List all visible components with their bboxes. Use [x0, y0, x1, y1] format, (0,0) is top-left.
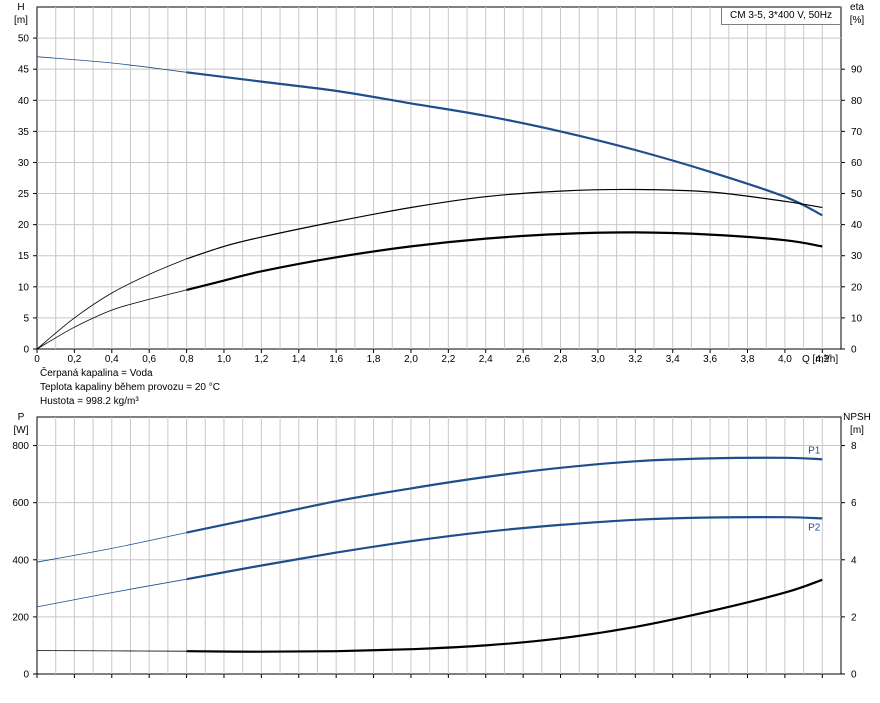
x-tick-label: 0,8 [180, 354, 194, 365]
y-tick-label: 20 [18, 220, 30, 231]
note-liquid: Čerpaná kapalina = Voda [40, 368, 153, 379]
y2-tick-label: 70 [851, 127, 863, 138]
plot-frame [36, 416, 842, 675]
series-line [186, 71, 823, 217]
y-tick-label: 45 [18, 65, 30, 76]
y-tick-label: 40 [18, 96, 30, 107]
y-axis-label: P [18, 412, 25, 423]
series-npsh [36, 578, 823, 653]
y2-tick-label: 6 [851, 498, 857, 509]
y2-tick-label: 4 [851, 555, 857, 566]
y-tick-label: 800 [12, 441, 29, 452]
x-tick-label: 1,0 [217, 354, 231, 365]
y-tick-label: 600 [12, 498, 29, 509]
x-tick-label: 3,8 [741, 354, 755, 365]
note-temperature: Teplota kapaliny během provozu = 20 °C [40, 382, 220, 393]
x-tick-label: 1,8 [367, 354, 381, 365]
y-tick-label: 200 [12, 612, 29, 623]
x-tick-label: 0 [34, 354, 40, 365]
y2-tick-label: 2 [851, 612, 857, 623]
y2-tick-label: 30 [851, 251, 863, 262]
y-tick-label: 25 [18, 189, 30, 200]
y-tick-label: 0 [23, 345, 29, 356]
x-tick-label: 2,0 [404, 354, 418, 365]
y2-tick-label: 60 [851, 158, 863, 169]
liquid-notes: Čerpaná kapalina = Voda Teplota kapaliny… [40, 367, 220, 409]
series-line [186, 456, 823, 534]
y2-tick-label: 40 [851, 220, 863, 231]
x-tick-label: 2,2 [441, 354, 455, 365]
plot-frame [36, 6, 842, 350]
grid-lines [37, 417, 841, 674]
series-line-thin [36, 56, 187, 73]
x-tick-label: 3,2 [628, 354, 642, 365]
x-tick-label: 1,4 [292, 354, 306, 365]
chart-title: CM 3-5, 3*400 V, 50Hz [721, 7, 841, 25]
series-p1: P1 [36, 445, 823, 563]
grid-lines [37, 7, 841, 349]
series-line [186, 578, 823, 653]
x-tick-label: 0,6 [142, 354, 156, 365]
power-npsh-chart: 0 200 400 600 800 0 2 4 6 8 P [W] NPSH [m] P1 P2 [12, 412, 871, 681]
y2-tick-label: 0 [851, 345, 857, 356]
y-tick-label: 30 [18, 158, 30, 169]
y2-axis-unit: [m] [850, 425, 864, 436]
x-tick-label: 0,4 [105, 354, 119, 365]
y-axis-label: H [17, 2, 24, 13]
y2-tick-label: 50 [851, 189, 863, 200]
x-tick-label: 2,6 [516, 354, 530, 365]
y-tick-label: 15 [18, 251, 30, 262]
series-h [36, 56, 823, 217]
series-line-thin [36, 258, 187, 350]
head-efficiency-chart: 0 5 10 15 20 25 30 35 40 45 50 0 10 20 30 40 50 60 70 80 90 0… [14, 2, 864, 365]
y-tick-label: 0 [23, 670, 29, 681]
series-p2: P2 [36, 516, 823, 608]
x-axis-label: Q [m³/h] [802, 354, 838, 365]
x-tick-label: 2,8 [554, 354, 568, 365]
y2-tick-label: 80 [851, 96, 863, 107]
series-line [186, 231, 823, 291]
y-tick-label: 35 [18, 127, 30, 138]
y-tick-label: 10 [18, 282, 30, 293]
x-tick-label: 1,6 [329, 354, 343, 365]
y-tick-label: 50 [18, 34, 30, 45]
y2-axis-label: eta [850, 2, 864, 13]
y2-tick-label: 0 [851, 670, 857, 681]
series-line-thin [36, 289, 187, 350]
y-axis-unit: [m] [14, 15, 28, 26]
y2-tick-label: 90 [851, 65, 863, 76]
y2-tick-label: 10 [851, 313, 863, 324]
y-axis-unit: [W] [14, 425, 29, 436]
x-tick-label: 0,2 [67, 354, 81, 365]
x-tick-label: 3,0 [591, 354, 605, 365]
x-tick-label: 2,4 [479, 354, 493, 365]
series-eta-bold [36, 231, 823, 350]
y-tick-label: 400 [12, 555, 29, 566]
x-tick-label: 4,0 [778, 354, 792, 365]
series-line-thin [36, 532, 187, 563]
series-label: P1 [808, 445, 821, 456]
series-eta [36, 188, 823, 350]
series-line-thin [36, 578, 187, 608]
y2-tick-label: 8 [851, 441, 857, 452]
y-tick-label: 5 [23, 313, 29, 324]
x-tick-label: 3,6 [703, 354, 717, 365]
y2-axis-label: NPSH [843, 412, 871, 423]
y2-tick-label: 20 [851, 282, 863, 293]
x-tick-label: 3,4 [666, 354, 680, 365]
y2-axis-unit: [%] [850, 15, 865, 26]
x-tick-label: 1,2 [254, 354, 268, 365]
series-line-thin [36, 650, 187, 652]
x-tick-label: 4,2 [815, 354, 829, 365]
note-density: Hustota = 998.2 kg/m³ [40, 396, 139, 407]
series-line [186, 516, 823, 581]
series-line [186, 188, 823, 260]
series-label: P2 [808, 522, 821, 533]
